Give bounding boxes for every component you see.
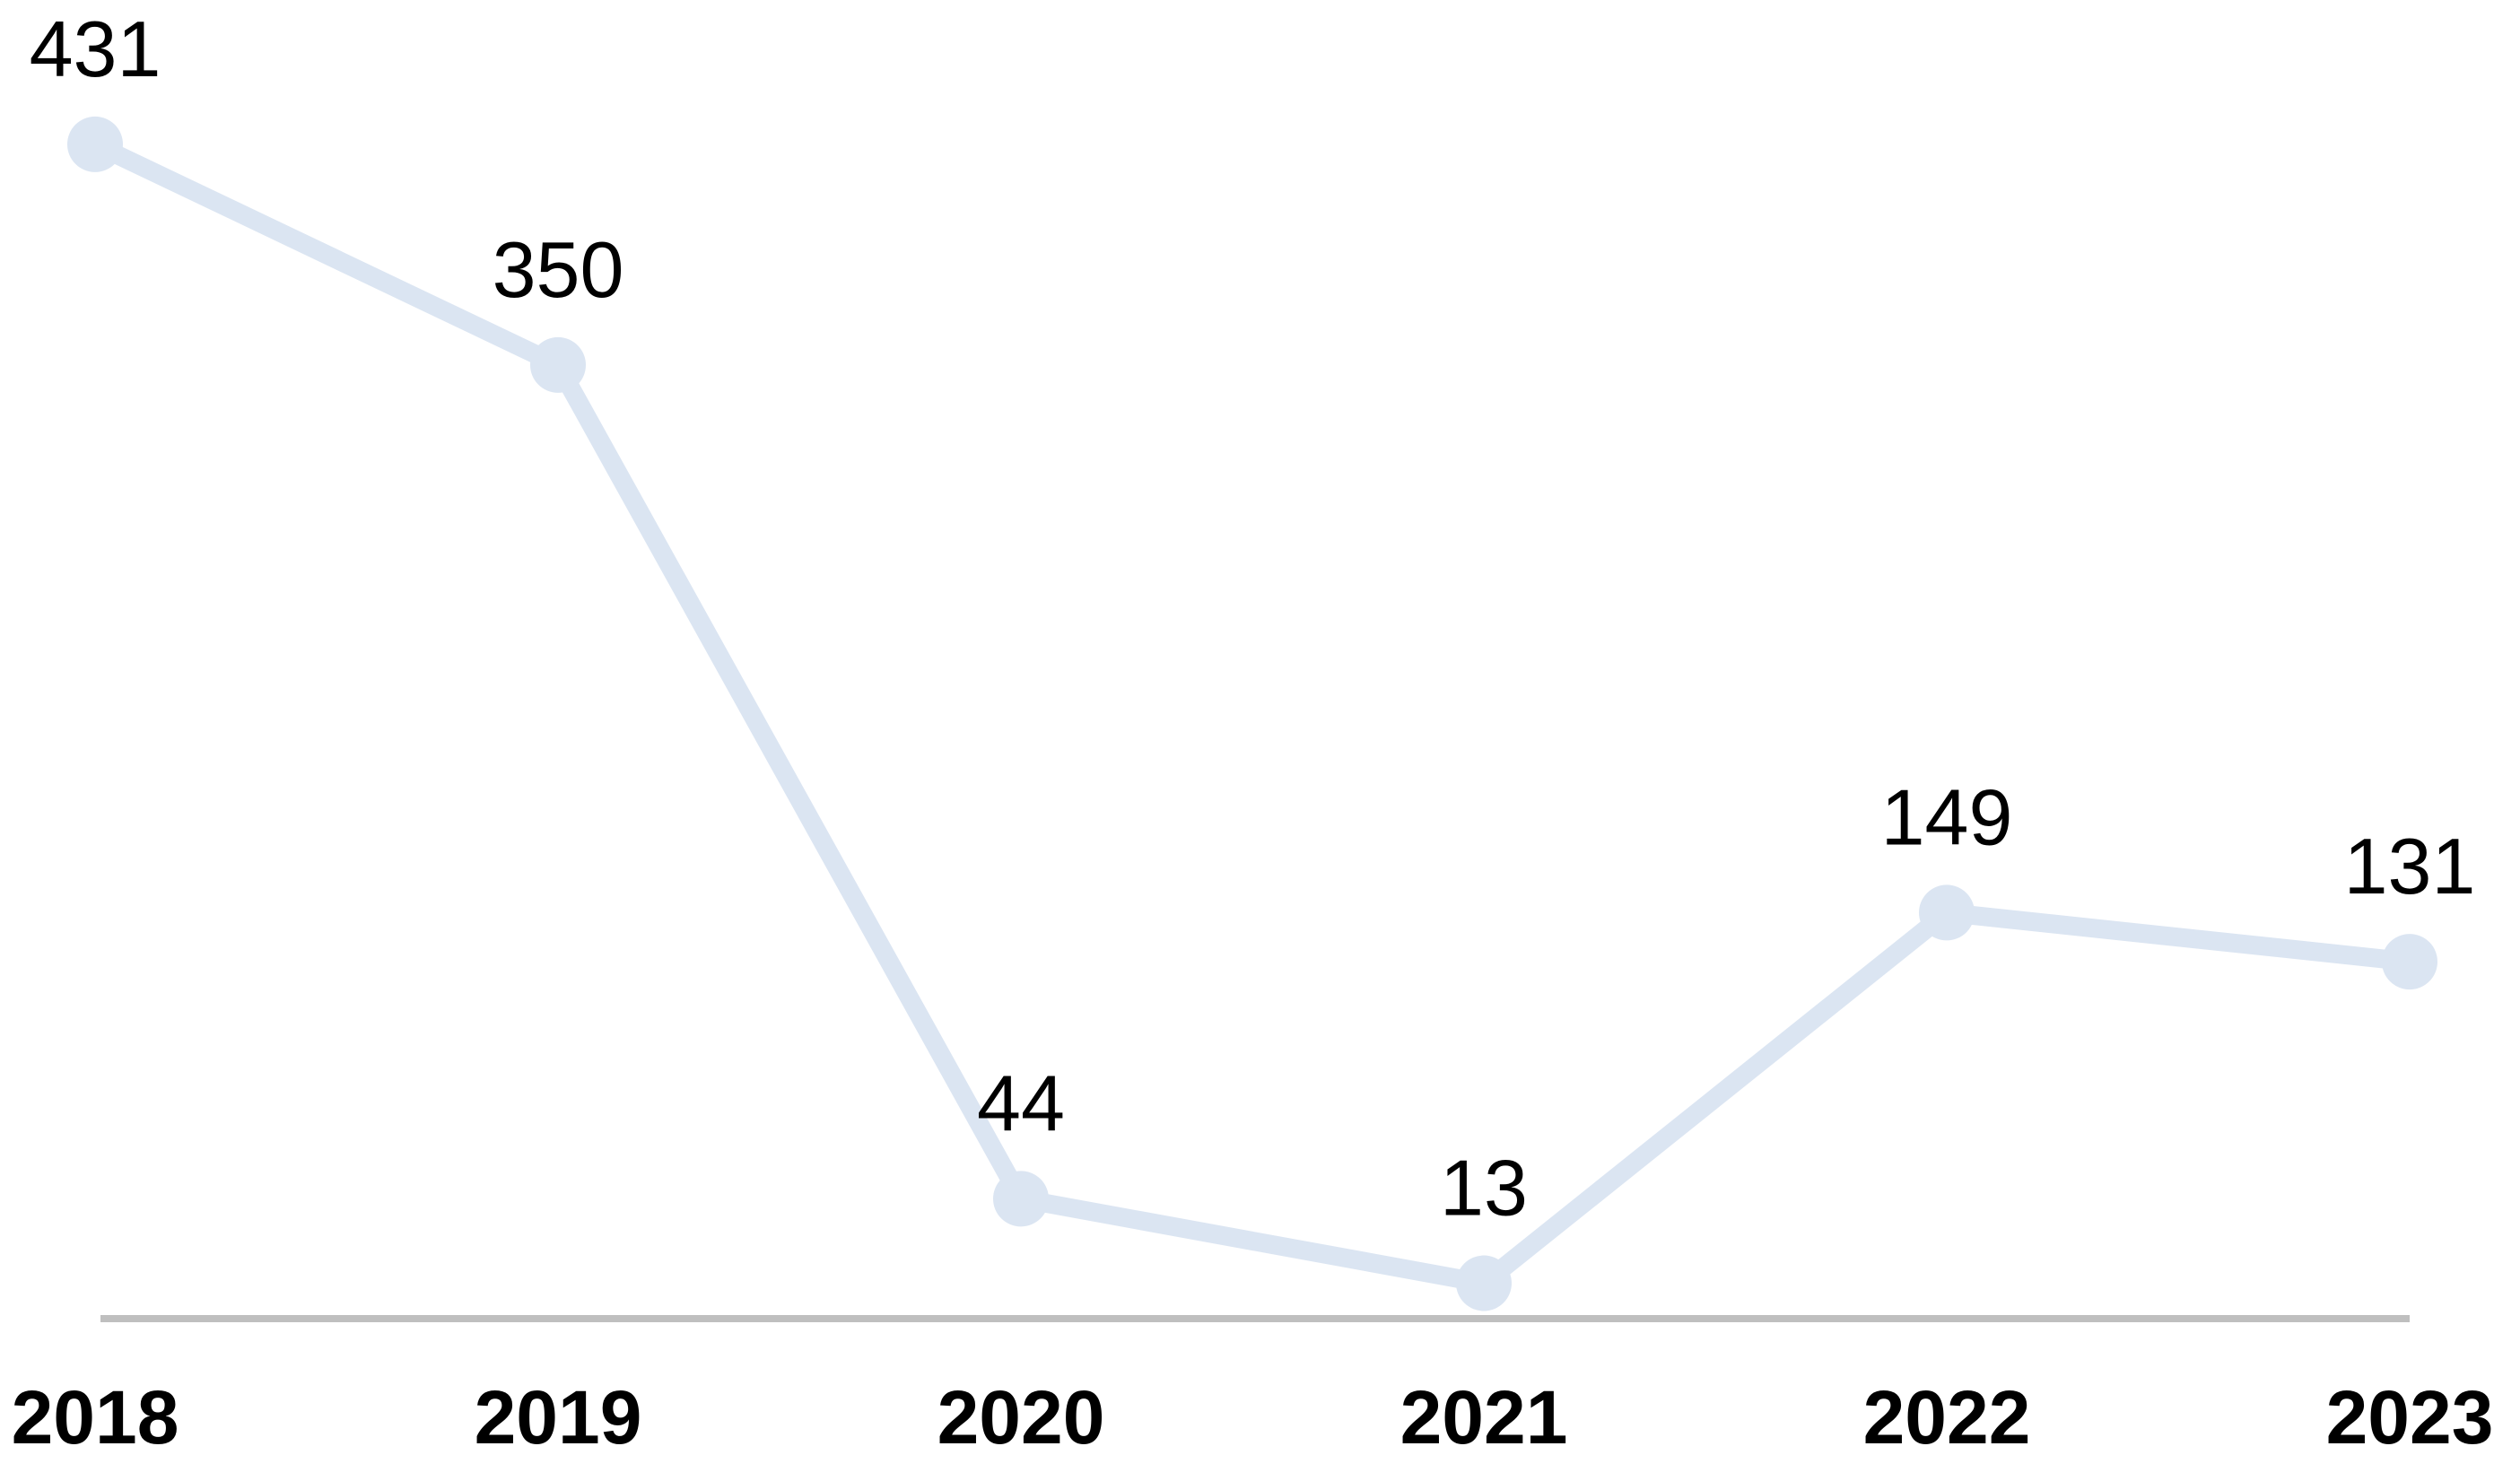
data-label: 350 <box>493 225 624 314</box>
data-label: 13 <box>1440 1144 1528 1233</box>
x-axis-label: 2023 <box>2326 1375 2494 1459</box>
line-series <box>85 135 2420 1294</box>
data-point <box>993 1171 1049 1227</box>
data-label: 44 <box>977 1058 1065 1147</box>
data-point <box>1456 1255 1512 1311</box>
data-label: 131 <box>2344 822 2476 910</box>
x-axis-label: 2018 <box>12 1375 179 1459</box>
data-point <box>1919 884 1975 941</box>
data-point <box>530 336 586 393</box>
data-label: 149 <box>1881 772 2013 861</box>
x-axis-label: 2019 <box>475 1375 642 1459</box>
x-axis-label: 2022 <box>1863 1375 2031 1459</box>
x-axis-label: 2020 <box>937 1375 1105 1459</box>
data-point <box>2382 934 2437 990</box>
x-axis-label: 2021 <box>1400 1375 1568 1459</box>
data-label: 431 <box>30 4 161 93</box>
data-point <box>67 116 123 172</box>
